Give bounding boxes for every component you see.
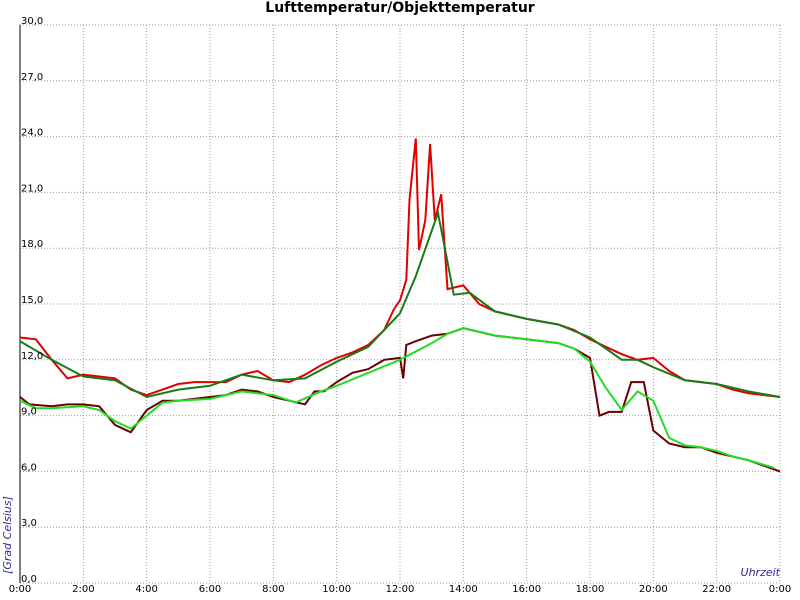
x-tick-label: 18:00	[576, 584, 605, 595]
y-tick-label: 24,0	[21, 128, 43, 139]
y-tick-label: 0,0	[21, 574, 37, 585]
data-line	[19, 209, 781, 399]
y-tick-label: 27,0	[21, 72, 43, 83]
x-tick-label: 16:00	[512, 584, 541, 595]
data-line	[19, 327, 781, 473]
x-tick-label: 6:00	[199, 584, 221, 595]
x-tick-label: 0:00	[9, 584, 31, 595]
y-tick-label: 21,0	[21, 183, 43, 194]
grid	[19, 24, 781, 584]
x-tick-label: 8:00	[262, 584, 284, 595]
x-tick-label: 4:00	[135, 584, 157, 595]
x-tick-label: 12:00	[386, 584, 415, 595]
y-axis-label: [Grad Celsius]	[1, 496, 14, 574]
plot-area	[19, 138, 781, 473]
y-tick-label: 30,0	[21, 16, 43, 27]
y-tick-label: 12,0	[21, 351, 43, 362]
y-tick-label: 3,0	[21, 518, 37, 529]
chart-title: Lufttemperatur/Objekttemperatur	[265, 0, 535, 16]
y-tick-label: 9,0	[21, 407, 37, 418]
x-tick-label: 0:00	[769, 584, 791, 595]
y-tick-label: 15,0	[21, 295, 43, 306]
x-axis-label: Uhrzeit	[741, 566, 781, 579]
data-line	[19, 327, 774, 469]
x-tick-label: 20:00	[639, 584, 668, 595]
y-tick-label: 18,0	[21, 239, 43, 250]
x-tick-label: 10:00	[322, 584, 351, 595]
y-tick-label: 6,0	[21, 462, 37, 473]
x-tick-label: 22:00	[702, 584, 731, 595]
x-tick-label: 2:00	[72, 584, 94, 595]
x-tick-label: 14:00	[449, 584, 478, 595]
